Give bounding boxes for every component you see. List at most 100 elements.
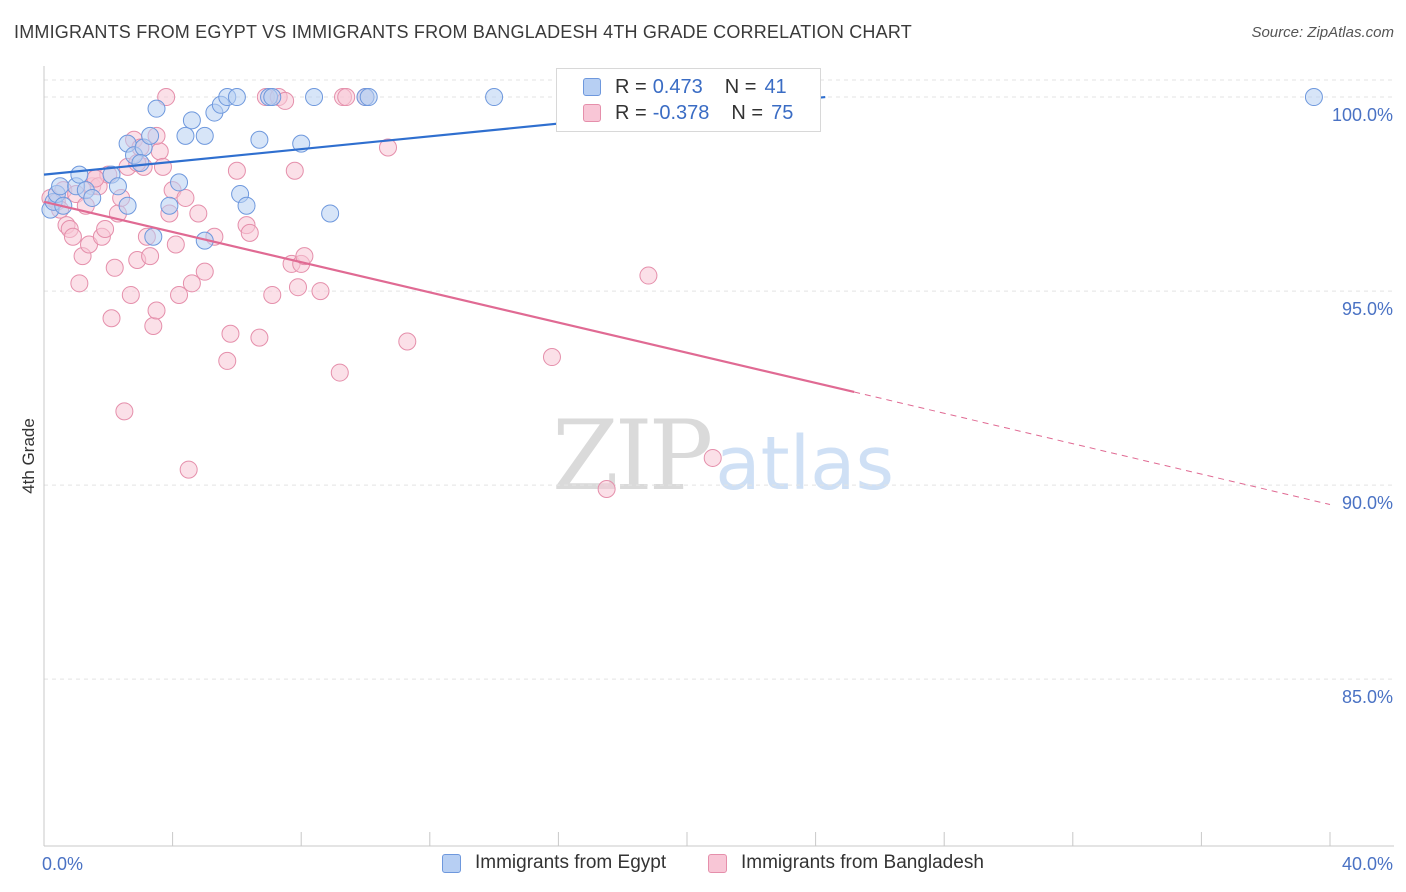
bangladesh-point-66 — [379, 138, 398, 157]
egypt-point-21 — [176, 126, 195, 145]
bangladesh-point-51 — [250, 328, 269, 347]
egypt-point-35 — [305, 88, 324, 107]
egypt-point-38 — [359, 88, 378, 107]
watermark: ZIPatlas — [552, 400, 894, 512]
egypt-point-3 — [51, 177, 70, 196]
bangladesh-point-46 — [218, 351, 237, 370]
bangladesh-swatch — [583, 104, 601, 122]
x-tick-label-0: 0.0% — [42, 854, 83, 874]
bangladesh-point-35 — [157, 88, 176, 107]
bangladesh-point-48 — [227, 161, 246, 180]
bangladesh-point-16 — [96, 219, 115, 238]
bangladesh-point-43 — [189, 204, 208, 223]
egypt-point-23 — [195, 126, 214, 145]
bangladesh-point-47 — [221, 324, 240, 343]
bangladesh-point-64 — [337, 88, 356, 107]
y-tick-label-95: 95.0% — [1342, 299, 1393, 319]
bangladesh-point-31 — [144, 317, 163, 335]
bangladesh-point-19 — [105, 258, 124, 277]
legend-row-bangladesh: R = -0.378 N = 75 — [583, 100, 793, 126]
bangladesh-point-62 — [330, 363, 349, 382]
bangladesh-point-32 — [147, 301, 166, 320]
bangladesh-point-6 — [63, 227, 82, 246]
egypt-points — [41, 88, 1323, 250]
y-tick-label-100: 100.0% — [1332, 105, 1393, 125]
legend-item-egypt[interactable]: Immigrants from Egypt — [442, 852, 666, 874]
egypt-point-19 — [160, 196, 179, 215]
y-axis-title: 4th Grade — [19, 418, 38, 494]
egypt-legend-swatch — [442, 853, 461, 873]
grid-layer — [44, 79, 1394, 680]
egypt-r-value: 0.473 — [652, 75, 703, 98]
bangladesh-point-50 — [240, 223, 259, 242]
bangladesh-legend-label: Immigrants from Bangladesh — [741, 852, 984, 873]
bangladesh-point-69 — [597, 479, 616, 498]
egypt-legend-label: Immigrants from Egypt — [475, 852, 667, 873]
bangladesh-trend-extension — [854, 391, 1331, 505]
bangladesh-legend-swatch — [708, 853, 727, 873]
y-tick-label-85: 85.0% — [1342, 687, 1393, 707]
watermark-atlas: atlas — [715, 421, 895, 507]
bangladesh-r-value: -0.378 — [652, 101, 710, 124]
bangladesh-point-33 — [150, 142, 169, 161]
egypt-point-31 — [250, 130, 269, 149]
egypt-point-30 — [237, 196, 256, 215]
egypt-swatch — [583, 78, 601, 96]
bangladesh-point-68 — [542, 348, 561, 367]
bangladesh-point-41 — [179, 460, 198, 479]
egypt-point-40 — [1304, 88, 1323, 107]
bangladesh-point-38 — [166, 235, 185, 254]
bangladesh-point-22 — [115, 402, 134, 421]
label-layer: 100.0% 95.0% 90.0% 85.0% 0.0% 40.0% 4th Grade — [19, 105, 1393, 874]
bangladesh-point-58 — [288, 278, 307, 297]
egypt-n-value: 41 — [764, 75, 787, 98]
bangladesh-point-40 — [176, 188, 195, 207]
egypt-n-label: N = — [724, 75, 757, 98]
bangladesh-point-53 — [263, 285, 282, 304]
bangladesh-point-61 — [311, 282, 330, 301]
bangladesh-n-label: N = — [731, 101, 764, 124]
bangladesh-point-70 — [639, 266, 658, 285]
egypt-point-39 — [485, 88, 504, 107]
egypt-point-36 — [321, 204, 340, 223]
x-tick-label-40: 40.0% — [1342, 854, 1393, 874]
bangladesh-point-44 — [195, 262, 214, 281]
legend-row-egypt: R = 0.473 N = 41 — [583, 74, 787, 100]
series-legend: Immigrants from Egypt Immigrants from Ba… — [0, 852, 1406, 878]
source-label: Source: ZipAtlas.com — [1251, 24, 1394, 41]
bangladesh-point-34 — [153, 157, 172, 176]
egypt-r-label: R = — [615, 75, 647, 98]
egypt-point-22 — [182, 111, 201, 130]
bangladesh-point-24 — [121, 285, 140, 304]
egypt-point-17 — [144, 227, 163, 246]
bangladesh-r-label: R = — [615, 101, 647, 124]
egypt-point-20 — [170, 173, 189, 192]
bangladesh-point-57 — [285, 161, 304, 180]
egypt-point-10 — [108, 177, 127, 196]
bangladesh-point-60 — [295, 247, 314, 266]
legend-item-bangladesh[interactable]: Immigrants from Bangladesh — [708, 852, 984, 874]
bangladesh-point-71 — [703, 448, 722, 467]
egypt-point-16 — [141, 126, 160, 145]
egypt-point-33 — [263, 88, 282, 107]
bangladesh-points — [41, 88, 722, 498]
chart-title: IMMIGRANTS FROM EGYPT VS IMMIGRANTS FROM… — [14, 22, 912, 42]
bangladesh-point-67 — [398, 332, 417, 351]
correlation-legend: R = 0.473 N = 41 R = -0.378 N = 75 — [556, 68, 821, 132]
bangladesh-point-8 — [70, 274, 89, 293]
y-tick-label-90: 90.0% — [1342, 493, 1393, 513]
bangladesh-point-30 — [141, 247, 160, 266]
egypt-point-18 — [147, 99, 166, 118]
watermark-zip: ZIP — [552, 400, 713, 512]
bangladesh-point-42 — [182, 274, 201, 293]
bangladesh-trend-line — [43, 200, 855, 394]
bangladesh-n-value: 75 — [771, 101, 794, 124]
egypt-point-28 — [227, 88, 246, 107]
trend-layer — [43, 95, 1331, 505]
egypt-point-6 — [70, 165, 89, 184]
bangladesh-point-39 — [170, 285, 189, 304]
egypt-point-8 — [83, 188, 102, 207]
egypt-point-15 — [131, 154, 150, 173]
bangladesh-point-18 — [102, 309, 121, 328]
